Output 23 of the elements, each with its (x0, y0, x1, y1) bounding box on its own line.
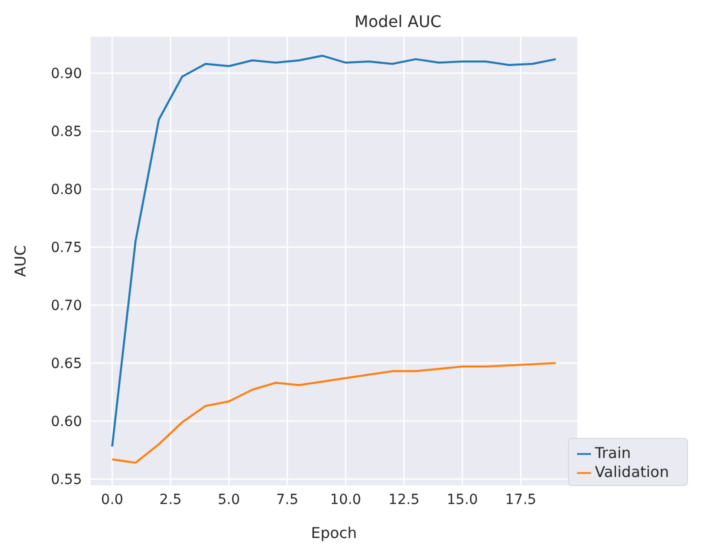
y-tick-label: 0.85 (50, 124, 82, 140)
x-tick-label: 2.5 (159, 492, 182, 508)
y-tick-label: 0.75 (50, 240, 82, 256)
y-tick-label: 0.70 (50, 298, 82, 314)
line-series (111, 54, 557, 448)
y-tick-label: 0.90 (50, 66, 82, 82)
line-series (111, 362, 557, 464)
x-tick-label: 15.0 (446, 492, 478, 508)
x-axis-title: Epoch (310, 524, 357, 542)
x-tick-label: 5.0 (218, 492, 240, 508)
x-tick-label: 10.0 (330, 492, 362, 508)
y-tick-label: 0.60 (50, 414, 82, 430)
x-tick-label: 17.5 (505, 492, 536, 508)
x-tick-label: 0.0 (101, 492, 124, 508)
legend-label: Validation (594, 463, 669, 481)
y-tick-label: 0.55 (50, 472, 82, 488)
x-tick-label: 12.5 (388, 492, 420, 508)
legend-label: Train (594, 444, 631, 462)
y-axis-title: AUC (11, 245, 30, 277)
y-tick-label: 0.65 (50, 356, 82, 372)
x-tick-label: 7.5 (276, 492, 298, 508)
y-tick-label: 0.80 (50, 182, 82, 198)
chart-title: Model AUC (354, 12, 442, 31)
